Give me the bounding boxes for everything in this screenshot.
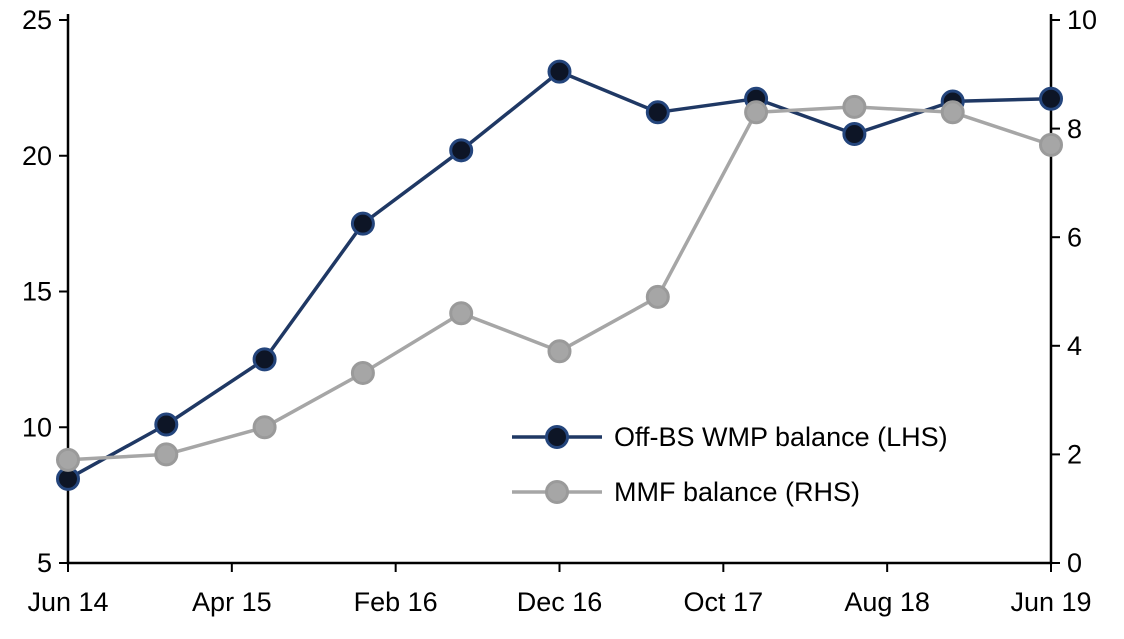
series-1-marker-1 (154, 442, 179, 467)
series-line-0 (66, 69, 1053, 481)
x-axis-tick-label: Feb 16 (354, 587, 438, 617)
x-axis-tick-label: Aug 18 (844, 587, 930, 617)
series-1-marker-9 (940, 100, 965, 125)
legend-item-0: Off-BS WMP balance (LHS) (512, 422, 948, 452)
series-1-marker-0 (56, 447, 80, 472)
series-0-marker-1 (154, 412, 179, 437)
series-1-marker-7 (744, 100, 769, 125)
right-axis-tick-label: 4 (1067, 331, 1082, 361)
left-axis-tick-label: 15 (22, 277, 52, 307)
x-axis-tick-label: Jun 14 (27, 587, 108, 617)
series-0-marker-6 (645, 100, 670, 125)
x-axis-tick-label: Oct 17 (684, 587, 764, 617)
x-axis-tick-label: Apr 15 (192, 587, 272, 617)
x-axis-tick-label: Jun 19 (1010, 587, 1091, 617)
series-0-marker-4 (449, 138, 474, 163)
series-0-marker-5 (547, 59, 572, 84)
series-1-marker-5 (547, 339, 572, 364)
right-axis-tick-label: 0 (1067, 548, 1082, 578)
series-1-marker-10 (1039, 132, 1063, 157)
series-0-marker-8 (842, 122, 867, 147)
legend-marker-sample (545, 480, 569, 504)
series-1-marker-3 (350, 360, 375, 385)
series-line-1 (66, 105, 1053, 462)
left-axis-tick-label: 25 (22, 5, 52, 35)
legend-item-1: MMF balance (RHS) (512, 477, 860, 507)
series-0-marker-3 (350, 211, 375, 236)
series-1-marker-8 (842, 94, 867, 119)
left-axis-tick-label: 5 (37, 548, 52, 578)
series-1-marker-6 (645, 284, 670, 309)
legend-marker-sample (545, 425, 569, 449)
right-axis-tick-label: 8 (1067, 114, 1082, 144)
series-0-marker-2 (252, 347, 277, 372)
x-axis-tick-label: Dec 16 (517, 587, 603, 617)
left-axis-tick-label: 10 (22, 412, 52, 442)
right-axis-tick-label: 6 (1067, 222, 1082, 252)
legend-label: Off-BS WMP balance (LHS) (614, 422, 948, 452)
series-0-marker-10 (1039, 86, 1063, 111)
right-axis-tick-label: 10 (1067, 5, 1097, 35)
series-1-marker-4 (449, 301, 474, 326)
right-axis-tick-label: 2 (1067, 440, 1082, 470)
left-axis-tick-label: 20 (22, 141, 52, 171)
series-1-marker-2 (252, 415, 277, 440)
legend-label: MMF balance (RHS) (614, 477, 860, 507)
